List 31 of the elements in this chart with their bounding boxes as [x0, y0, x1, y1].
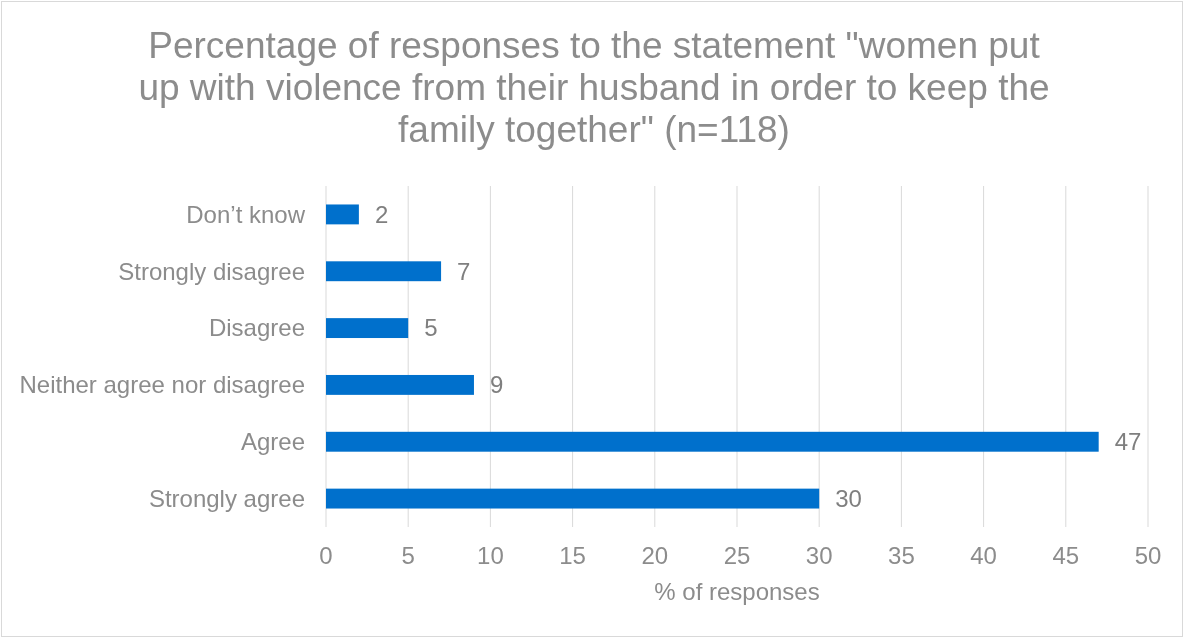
x-axis-title: % of responses: [654, 578, 820, 606]
data-label: 5: [424, 314, 438, 342]
data-label: 2: [374, 200, 389, 228]
bar: [326, 374, 474, 395]
x-tick-label: 40: [970, 542, 997, 570]
chart-title: Percentage of responses to the statement "women put up with violence from their husband in order to keep the family together" (n=118): [138, 24, 1050, 150]
x-tick-label: 50: [1134, 542, 1162, 570]
x-tick-label: 20: [641, 542, 669, 570]
y-tick-label: Strongly agree: [148, 484, 305, 512]
x-tick-label: 5: [401, 542, 415, 570]
data-label: 9: [489, 371, 504, 399]
y-tick-label: Strongly disagree: [118, 257, 305, 285]
bar: [326, 261, 442, 282]
y-tick-label: Don’t know: [186, 200, 306, 228]
y-tick-label: Agree: [240, 428, 305, 456]
bar: [326, 431, 1099, 452]
data-label: 30: [835, 484, 862, 512]
x-tick-label: 15: [559, 542, 586, 570]
bar: [326, 204, 359, 225]
x-tick-label: 25: [723, 542, 751, 570]
data-label: 7: [457, 257, 471, 285]
y-tick-label: Disagree: [208, 314, 305, 342]
bar: [326, 318, 409, 339]
x-tick-label: 10: [477, 542, 504, 570]
x-tick-label: 0: [319, 542, 333, 570]
x-tick-label: 45: [1052, 542, 1080, 570]
x-tick-label: 35: [888, 542, 915, 570]
data-label: 47: [1114, 428, 1142, 456]
bar: [326, 488, 820, 509]
x-tick-label: 30: [805, 542, 833, 570]
y-tick-label: Neither agree nor disagree: [19, 371, 305, 399]
